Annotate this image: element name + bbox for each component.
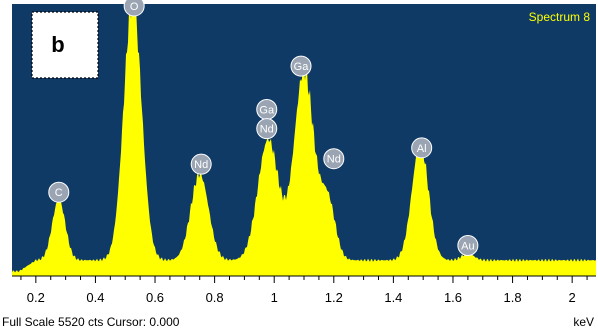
peak-label-text: Al (417, 143, 427, 155)
x-tick-label: 1 (271, 290, 278, 305)
x-tick-label: 1.8 (504, 290, 522, 305)
peak-label-text: Nd (327, 154, 341, 166)
x-tick-label: 1.4 (384, 290, 402, 305)
x-axis-ticks: 0.2 0.4 0.6 0.8 1 1.2 1.4 1.6 1.8 2 (20, 276, 588, 305)
peak-label-nd: Nd (256, 118, 278, 140)
peak-label-ga: Ga (290, 55, 312, 77)
peak-label-text: Nd (260, 124, 274, 136)
peak-label-au: Au (457, 234, 479, 256)
peak-marker-circle (323, 148, 345, 170)
peak-label-nd: Nd (190, 153, 212, 175)
peak-label-text: O (130, 1, 139, 13)
panel-label: b (51, 32, 64, 57)
peak-label-layer: C O Nd Ga Nd Ga Nd Al Au (48, 0, 479, 256)
x-tick-label: 2 (569, 290, 576, 305)
spectrum-title: Spectrum 8 (529, 10, 591, 24)
spectrum-area (12, 0, 596, 276)
peak-marker-circle (123, 0, 145, 17)
peak-label-al: Al (411, 137, 433, 159)
x-tick-label: 1.2 (325, 290, 343, 305)
peak-label-text: Ga (294, 61, 310, 73)
peak-label-text: Ga (259, 104, 275, 116)
peak-label-text: Nd (194, 159, 208, 171)
x-tick-label: 0.8 (206, 290, 224, 305)
peak-marker-circle (48, 181, 70, 203)
x-tick-label: 0.4 (86, 290, 104, 305)
peak-marker-circle (290, 55, 312, 77)
spectrum-layer (12, 0, 596, 276)
peak-marker-circle (411, 137, 433, 159)
status-text: Full Scale 5520 cts Cursor: 0.000 (2, 315, 180, 329)
peak-label-text: C (55, 187, 63, 199)
panel-label-box (31, 11, 99, 79)
peak-label-c: C (48, 181, 70, 203)
peak-label-ga: Ga (256, 98, 278, 120)
peak-marker-circle (256, 118, 278, 140)
unit-label: keV (573, 315, 594, 329)
peak-label-nd: Nd (323, 148, 345, 170)
peak-label-o: O (123, 0, 145, 17)
peak-marker-circle (457, 234, 479, 256)
x-tick-label: 0.2 (27, 290, 45, 305)
x-tick-label: 1.6 (444, 290, 462, 305)
peak-label-text: Au (461, 240, 474, 252)
x-tick-label: 0.6 (146, 290, 164, 305)
peak-marker-circle (190, 153, 212, 175)
